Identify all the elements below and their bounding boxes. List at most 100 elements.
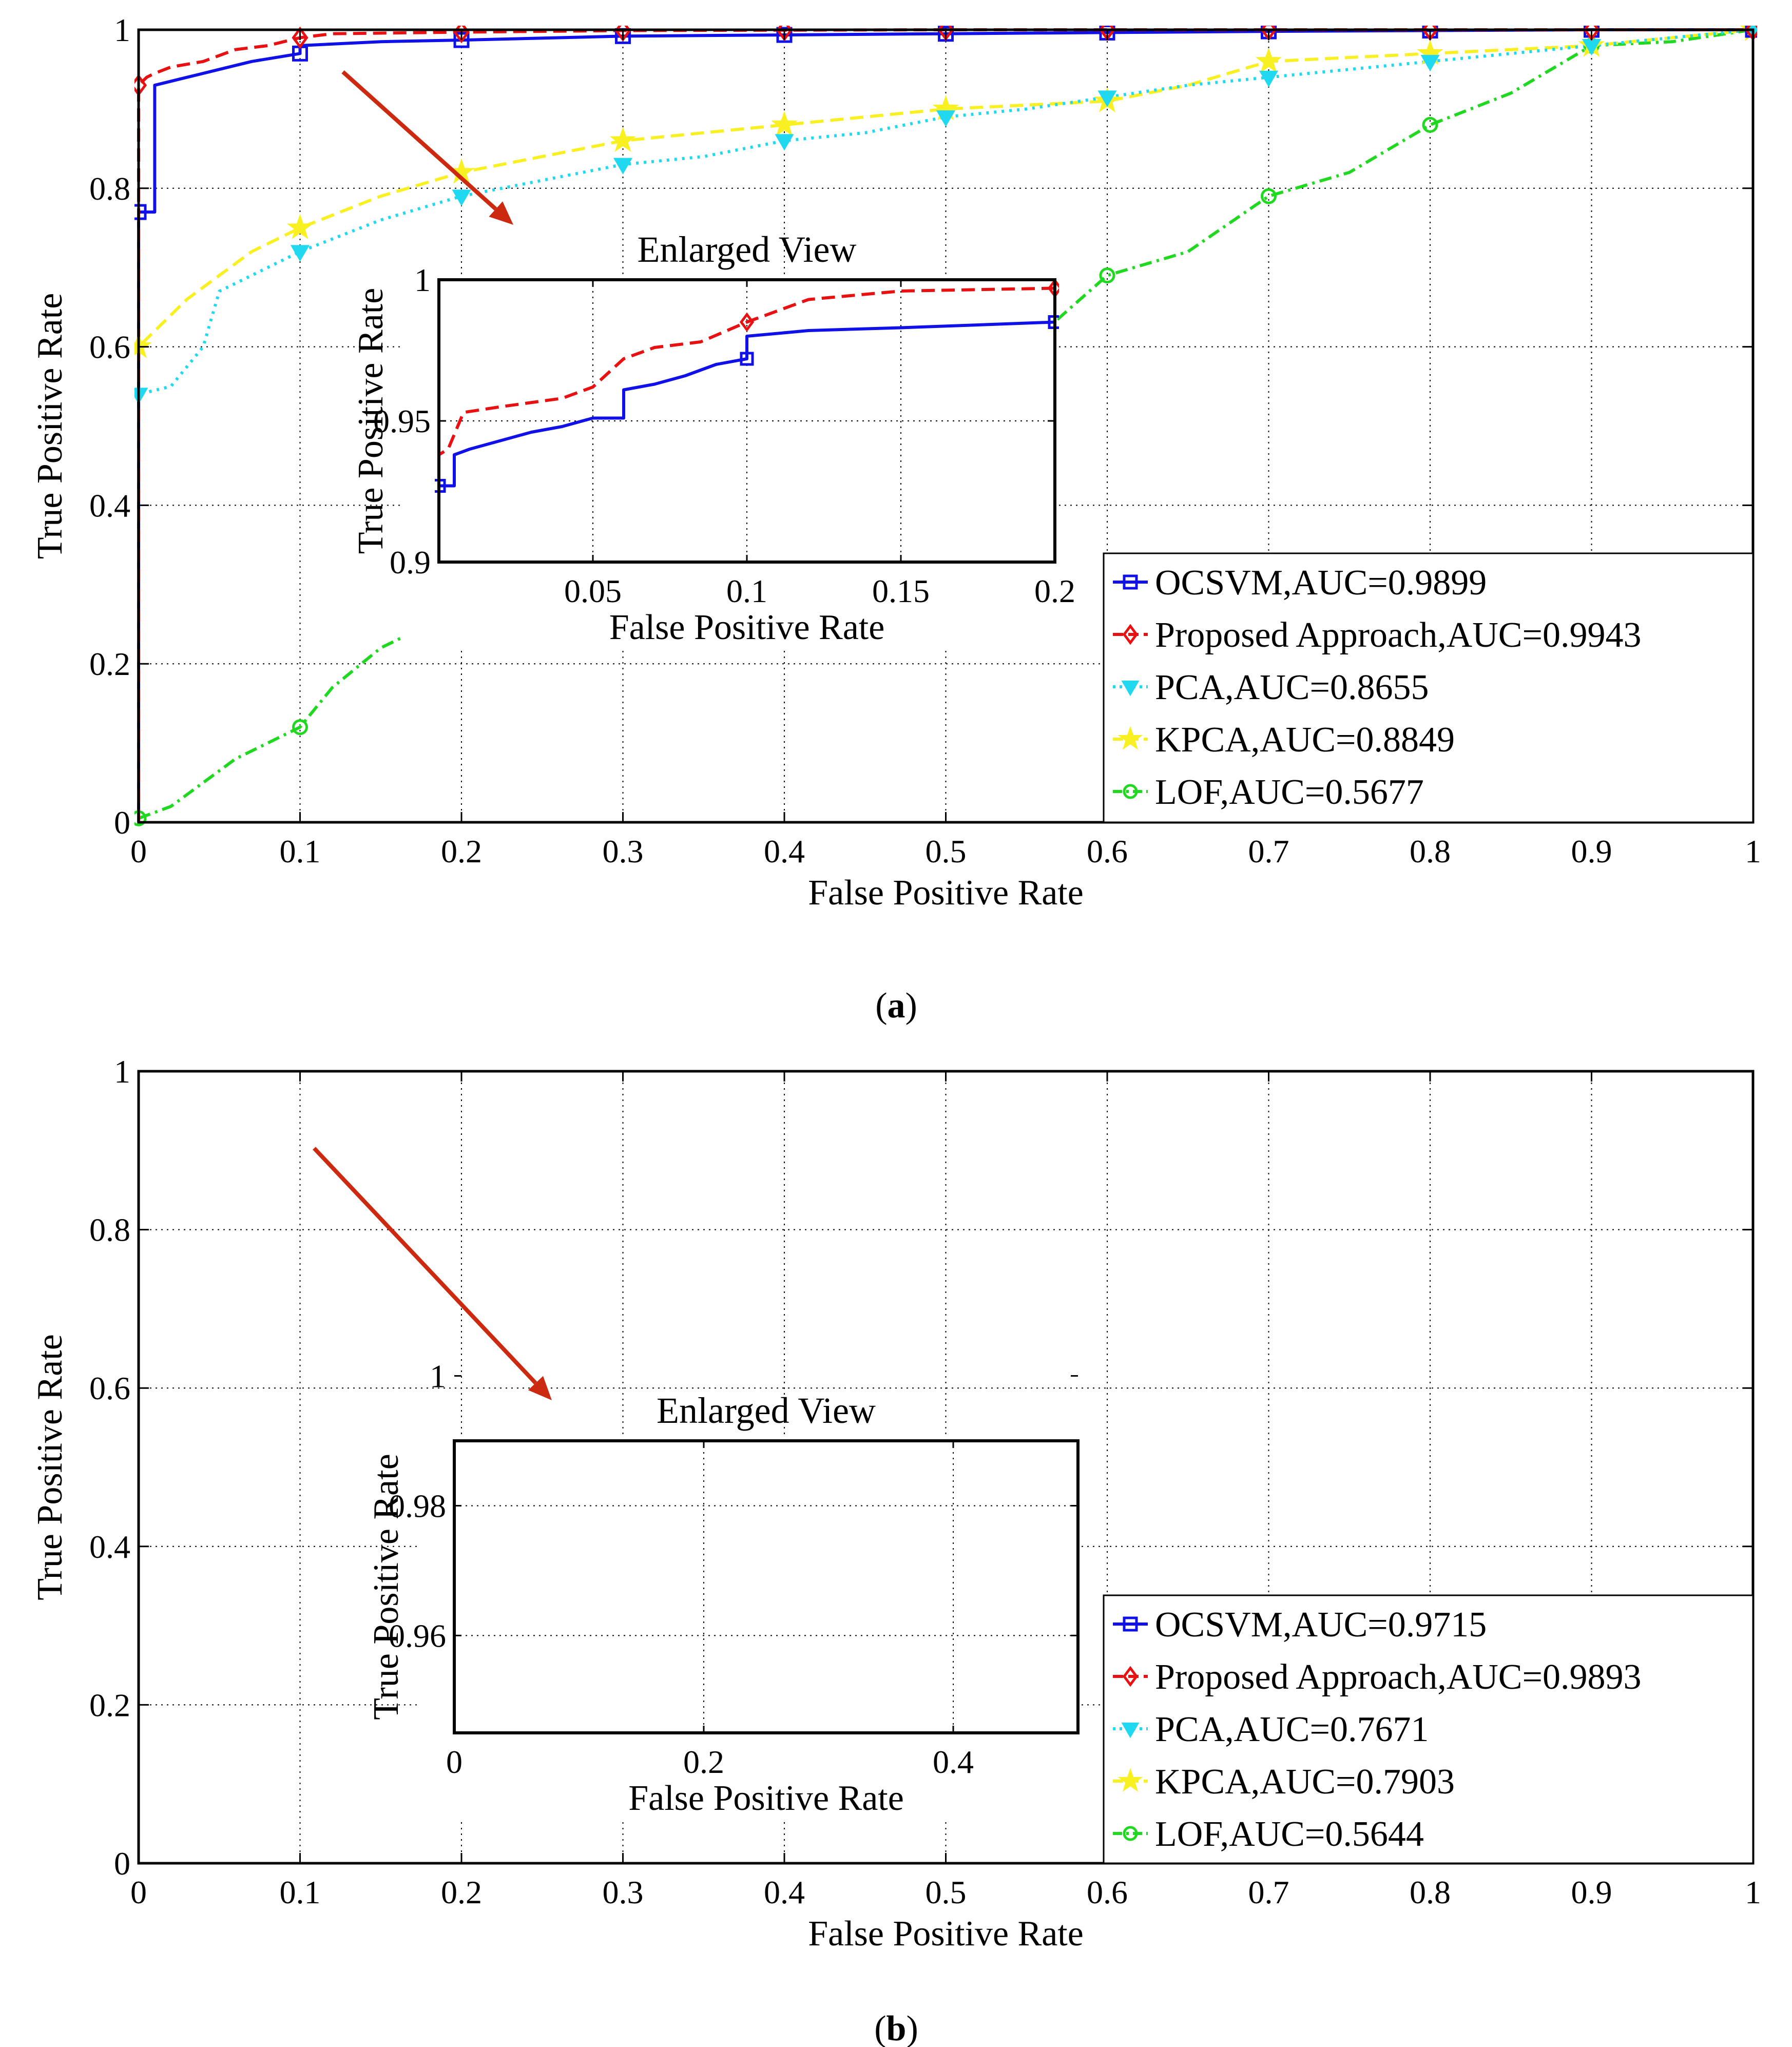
main-x-tick-label: 0.3 [603,833,644,870]
main-x-tick-label: 0 [130,833,147,870]
main-point-kpca [286,214,314,239]
main-point-pca [936,110,956,127]
main-x-tick-label: 0 [130,1874,147,1910]
legend-marker-lof [1123,784,1138,799]
legend-label-proposed-approach: Proposed Approach,AUC=0.9893 [1155,1657,1641,1697]
inset-y-tick-label: 0.98 [389,1488,446,1524]
inset-point-ocsvm [740,352,754,366]
legend: OCSVM,AUC=0.9899 Proposed Approach,AUC=0.… [1103,552,1754,823]
legend-marker-proposed-approach [1122,624,1139,645]
caption-letter: b [887,2009,907,2047]
main-x-tick-label: 0.6 [1087,1874,1128,1910]
legend-label-lof: LOF,AUC=0.5677 [1155,773,1424,812]
main-x-tick-label: 0.7 [1248,833,1289,870]
main-y-tick-label: 0.8 [89,1212,130,1248]
inset-chart: 0 0.2 0.4 0.96 0.98 1 False Positive Rate True … [367,1358,1081,1820]
inset-y-axis-label: True Positive Rate [367,1454,406,1720]
main-x-tick-label: 1 [1745,1874,1761,1910]
main-point-pca [1259,70,1279,87]
main-y-tick-label: 0.4 [89,487,130,524]
chart-b: 0 0.1 0.2 0.3 0.4 0.5 0.6 0.7 0.8 0.9 1 0 0.2 0.4 0.6 0… [30,1053,1761,2047]
legend-label-pca: PCA,AUC=0.8655 [1155,668,1429,707]
zoom-arrow [313,1147,552,1400]
legend-item-kpca: KPCA,AUC=0.8849 [1113,720,1455,760]
inset-y-tick-label: 0.96 [389,1617,446,1654]
legend-label-proposed-approach: Proposed Approach,AUC=0.9943 [1155,615,1641,655]
legend: OCSVM,AUC=0.9715 Proposed Approach,AUC=0.… [1103,1594,1754,1864]
legend-box [1103,1594,1754,1864]
legend-item-pca: PCA,AUC=0.8655 [1113,668,1429,707]
main-point-kpca [771,111,798,137]
legend-item-kpca: KPCA,AUC=0.7903 [1113,1762,1455,1802]
legend-label-lof: LOF,AUC=0.5644 [1155,1814,1424,1854]
main-x-tick-label: 0.4 [764,1874,805,1910]
main-x-axis-label: False Positive Rate [808,1914,1084,1954]
arrow-shaft [313,1147,537,1385]
legend-item-proposed-approach: Proposed Approach,AUC=0.9943 [1113,615,1641,655]
figure-caption: (a) [875,986,917,1026]
main-point-kpca [1255,47,1282,73]
legend-marker-pca [1121,1722,1140,1739]
legend-item-lof: LOF,AUC=0.5644 [1113,1814,1424,1854]
legend-label-pca: PCA,AUC=0.7671 [1155,1710,1429,1749]
inset-x-tick-label: 0.15 [872,573,930,609]
main-point-pca [1420,54,1440,72]
inset-x-tick-label: 0.4 [933,1744,974,1780]
main-x-tick-label: 0.1 [280,833,321,870]
main-y-tick-label: 0.8 [89,170,130,207]
inset-title: Enlarged View [657,1390,876,1431]
legend-item-proposed-approach: Proposed Approach,AUC=0.9893 [1113,1657,1641,1697]
arrow-head [489,201,513,225]
inset-grid [439,280,1055,562]
main-series-group [134,26,1757,826]
main-x-tick-label: 0.8 [1410,1874,1451,1910]
main-point-ocsvm [776,27,793,43]
main-x-tick-label: 0.8 [1410,833,1451,870]
main-y-tick-label: 0.2 [89,1687,130,1723]
main-y-tick-label: 0.2 [89,646,130,682]
inset-x-tick-label: 0.2 [1034,573,1075,609]
main-x-tick-label: 0.3 [603,1874,644,1910]
main-y-tick-label: 0 [114,1845,130,1882]
chart-a: 0 0.1 0.2 0.3 0.4 0.5 0.6 0.7 0.8 0.9 1 0 0.2 0.4 0.6 0… [30,12,1761,1026]
inset-x-axis-label: False Positive Rate [609,608,885,647]
inset-x-tick-label: 0.05 [564,573,622,609]
legend-label-kpca: KPCA,AUC=0.7903 [1155,1762,1455,1802]
figure-caption: (b) [874,2009,918,2047]
main-x-axis-label: False Positive Rate [808,873,1084,913]
inset-y-tick-label: 0.9 [390,544,431,581]
main-x-tick-label: 0.9 [1571,833,1612,870]
main-x-tick-label: 0.9 [1571,1874,1612,1910]
main-y-tick-label: 0.6 [89,1370,130,1406]
main-x-tick-label: 0.2 [441,1874,482,1910]
legend-label-ocsvm: OCSVM,AUC=0.9899 [1155,563,1487,603]
main-point-lof [1422,117,1438,133]
arrow-head [528,1376,552,1400]
inset-frame [453,1439,1080,1734]
inset-x-tick-label: 0.1 [726,573,767,609]
legend-label-kpca: KPCA,AUC=0.8849 [1155,720,1455,760]
legend-marker-pca [1121,680,1140,697]
main-series-line-proposed-approach [137,28,1753,822]
legend-marker-lof [1123,1826,1138,1841]
main-y-tick-label: 0 [114,804,130,841]
legend-item-lof: LOF,AUC=0.5677 [1113,773,1424,812]
main-y-axis-label: True Positive Rate [30,293,70,559]
legend-marker-proposed-approach [1122,1666,1139,1687]
main-point-pca [613,158,633,175]
inset-y-axis-label: True Positive Rate [351,288,391,554]
inset-y-tick-label: 1 [414,262,431,298]
main-x-tick-label: 0.5 [926,833,967,870]
main-point-lof [1261,188,1277,204]
legend-label-ocsvm: OCSVM,AUC=0.9715 [1155,1605,1487,1645]
main-x-tick-label: 0.5 [926,1874,967,1910]
main-x-tick-label: 0.2 [441,833,482,870]
caption-open-paren: ( [875,986,887,1026]
inset-series-line-proposed-approach [437,286,1055,562]
main-point-pca [775,134,794,151]
main-point-pca [452,189,471,206]
main-y-tick-label: 1 [114,1053,130,1090]
main-x-tick-label: 0.1 [280,1874,321,1910]
main-y-tick-label: 1 [114,12,130,48]
